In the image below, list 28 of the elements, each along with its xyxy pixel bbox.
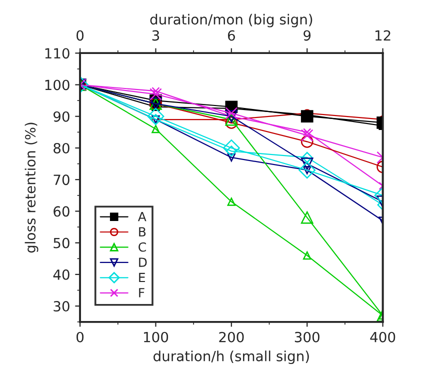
x2-tick-label: 9 — [304, 30, 311, 41]
y-tick-label: 80 — [54, 142, 70, 154]
x-tick-label: 200 — [219, 332, 244, 342]
x2-tick-label: 6 — [228, 30, 235, 41]
y-tick-label: 30 — [54, 301, 70, 312]
legend-label: D — [139, 258, 147, 267]
x-tick-label: 0 — [76, 332, 84, 342]
y-tick-label: 50 — [54, 238, 70, 248]
legend-label: C — [138, 242, 146, 252]
x2-axis-title: duration/mon (big sign) — [150, 14, 312, 28]
y-tick-label: 60 — [54, 206, 70, 217]
y-tick-label: 40 — [53, 269, 70, 280]
x2-tick-label: 3 — [152, 30, 160, 41]
legend-label: F — [139, 288, 144, 298]
y-axis-title: gloss retention (%) — [24, 122, 38, 253]
y-tick-label: 110 — [45, 48, 70, 59]
y-tick-label: 100 — [45, 80, 70, 90]
y-tick-label: 90 — [54, 111, 70, 122]
x2-tick-label: 0 — [76, 30, 84, 41]
legend-label: E — [139, 272, 145, 282]
x-tick-label: 100 — [144, 332, 168, 342]
legend-label: A — [138, 212, 146, 222]
x-tick-label: 300 — [294, 332, 320, 342]
x-axis-title: duration/h (small sign) — [154, 350, 309, 364]
x2-tick-label: 12 — [375, 30, 390, 41]
x-tick-label: 400 — [370, 332, 396, 342]
y-tick-label: 70 — [54, 174, 70, 186]
legend-label: B — [139, 227, 146, 236]
